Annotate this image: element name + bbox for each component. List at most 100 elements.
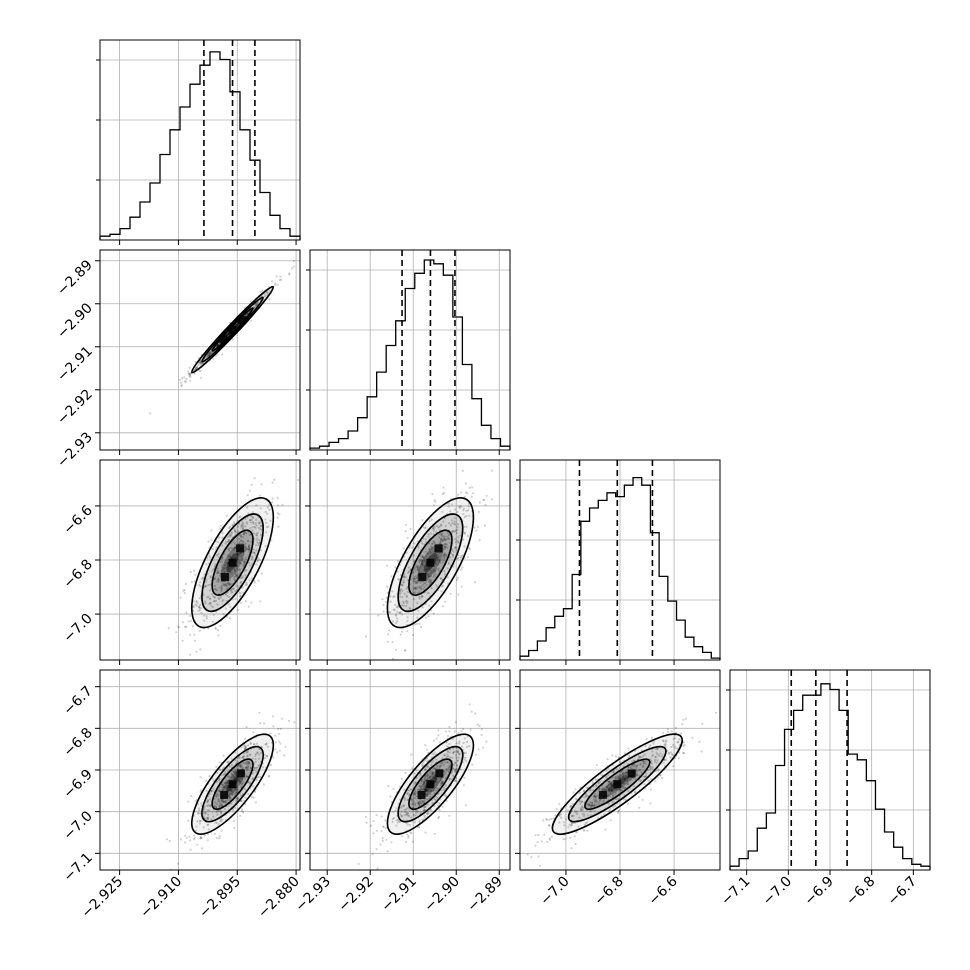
sample-point [452, 565, 455, 568]
sample-point [435, 758, 438, 761]
sample-point [435, 767, 438, 770]
sample-point [395, 824, 398, 827]
sample-point [447, 533, 450, 537]
sample-point [584, 821, 587, 825]
sample-point [231, 792, 234, 796]
sample-point [610, 782, 613, 785]
sample-point [644, 744, 647, 747]
sample-point [619, 789, 622, 792]
sample-point [400, 814, 403, 818]
histogram-panel-2 [516, 459, 721, 661]
sample-point [440, 532, 443, 536]
sample-point [421, 559, 424, 562]
sample-point [218, 586, 221, 589]
sample-point [264, 510, 267, 514]
sample-point [254, 753, 257, 756]
density-peak [220, 791, 229, 800]
sample-point [670, 730, 673, 733]
sample-point [601, 800, 605, 803]
sample-point [446, 546, 449, 549]
sample-point [594, 795, 597, 798]
sample-point [235, 575, 238, 579]
sample-point [226, 594, 229, 597]
sample-point [384, 819, 387, 822]
sample-point [701, 722, 704, 725]
sample-point [456, 759, 459, 762]
sample-point [438, 536, 441, 539]
sample-point [595, 784, 598, 787]
sample-point [236, 323, 239, 326]
sample-point [421, 818, 424, 822]
sample-point [240, 520, 244, 523]
sample-point [443, 553, 446, 556]
sample-point [465, 491, 468, 494]
sample-point [412, 800, 415, 803]
sample-point [462, 784, 465, 787]
sample-point [365, 821, 368, 824]
sample-point [215, 780, 219, 783]
sample-point [216, 813, 219, 816]
sample-point [249, 564, 252, 567]
sample-point [224, 786, 227, 789]
sample-point [255, 742, 259, 745]
sample-point [266, 291, 269, 294]
sample-point [251, 516, 254, 519]
sample-point [468, 703, 471, 706]
sample-point [426, 794, 429, 797]
sample-point [389, 795, 392, 798]
contour-line [386, 497, 475, 629]
sample-point [208, 798, 212, 801]
sample-point [233, 777, 236, 780]
sample-point [209, 805, 212, 808]
sample-point [437, 729, 440, 732]
sample-point [206, 839, 209, 842]
sample-point [292, 265, 295, 268]
sample-point [425, 748, 428, 751]
sample-point [231, 553, 234, 556]
sample-point [436, 585, 439, 588]
sample-point [203, 573, 206, 576]
sample-point [381, 839, 384, 843]
sample-point [226, 566, 229, 569]
sample-point [643, 753, 646, 756]
sample-point [244, 558, 247, 561]
sample-point [484, 503, 487, 507]
sample-point [485, 494, 488, 497]
sample-point [441, 761, 444, 764]
sample-point [230, 793, 234, 796]
sample-point [249, 767, 252, 770]
sample-point [440, 782, 444, 785]
sample-point [424, 768, 427, 771]
sample-point [188, 653, 192, 656]
sample-point [199, 648, 202, 651]
sample-point [444, 600, 447, 603]
sample-point [227, 581, 230, 584]
sample-point [420, 559, 423, 563]
sample-point [252, 522, 255, 525]
y-tick-label: −6.7 [60, 683, 95, 718]
sample-point [190, 580, 193, 584]
sample-point [435, 783, 438, 786]
sample-point [603, 813, 606, 816]
sample-point [413, 793, 416, 796]
sample-point [246, 760, 249, 763]
sample-point [239, 766, 242, 769]
sample-point [213, 578, 216, 581]
sample-point [439, 784, 442, 787]
sample-point [219, 561, 222, 564]
sample-point [390, 575, 393, 578]
sample-point [640, 756, 643, 759]
sample-point [188, 374, 191, 377]
sample-point [223, 584, 226, 587]
sample-point [276, 512, 279, 515]
sample-point [226, 761, 229, 764]
sample-point [580, 800, 584, 803]
sample-point [220, 799, 223, 802]
sample-point [265, 526, 269, 529]
sample-point [195, 825, 198, 828]
sample-point [583, 829, 586, 832]
sample-point [207, 823, 210, 826]
sample-point [265, 742, 268, 745]
sample-point [229, 605, 232, 609]
sample-point [227, 603, 230, 606]
